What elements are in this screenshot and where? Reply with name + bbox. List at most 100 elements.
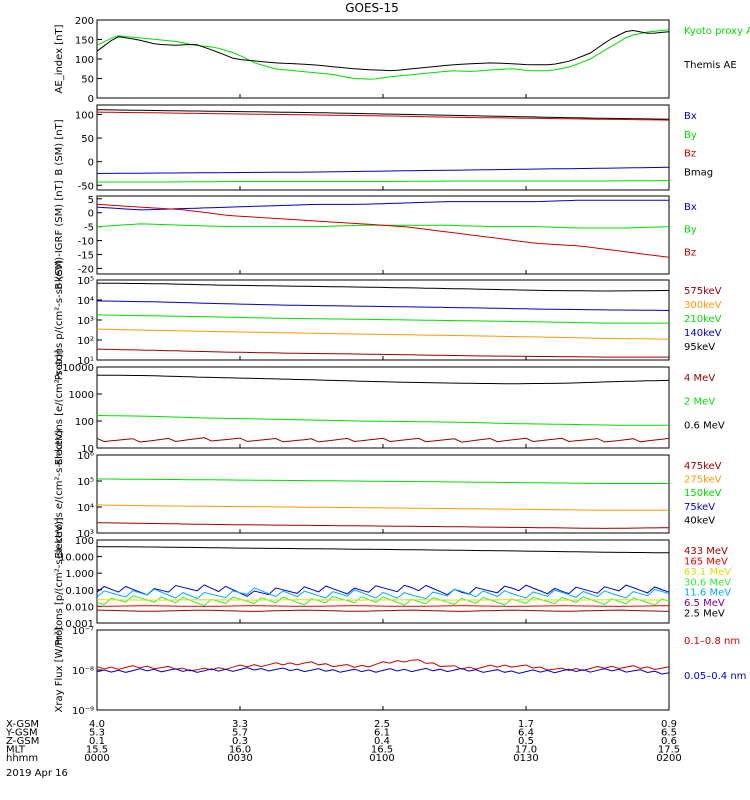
orbit-value: 0200 [656,753,681,764]
legend-entry: By [684,225,697,236]
y-tick-label: 0.001 [65,619,94,630]
orbit-value: 6.4 [518,728,534,739]
panel-frame [96,454,670,534]
legend-entry: 210keV [684,314,722,325]
orbit-value: 0.3 [232,736,248,747]
legend-entry: 140keV [684,328,722,339]
legend-entry: Bmag [684,167,713,178]
legend-entry: 11.6 MeV [684,588,731,599]
series-line-475kev [96,522,670,529]
y-axis-label: B (SM) [nT] [54,119,65,175]
y-tick-label: 10⁻⁹ [72,706,94,717]
orbit-value: 0030 [227,753,252,764]
series-line-themis-ae [96,29,670,72]
series-line-bmag [96,109,670,120]
series-line-bz [96,203,670,258]
series-line-433-mev [96,609,670,612]
orbit-date: 2019 Apr 16 [6,768,68,779]
legend-entry: 75keV [684,502,715,513]
series-line-95kev [96,282,669,292]
legend-entry: Bx [684,111,697,122]
y-tick-label: 10 [81,444,94,455]
panel-6: 10³ 10⁴ 10⁵ 10⁶ Electrons e/(cm²-s-sr-keV) 47… [54,429,722,558]
panel-4: 10¹ 10² 10³ 10⁴ 10⁵ Protons p/(cm²-s-sr-keV) 5… [54,260,722,381]
orbit-value: 3.3 [232,719,248,730]
page-title: GOES-15 [345,1,399,15]
orbit-row-label: Z-GSM [6,736,39,747]
y-tick-label: -10 [78,237,94,248]
orbit-value: 16.0 [229,745,251,756]
orbit-value: 0.1 [89,736,105,747]
panel-8: 10⁻⁹ 10⁻⁸ 10⁻⁷ Xray Flux [W/m²] 0.1–0.8 nm 0.… [54,626,746,717]
y-tick-label: 50 [81,75,94,86]
orbit-value: 0.9 [661,719,677,730]
orbit-value: 2.5 [374,719,390,730]
y-tick-label: -15 [78,251,94,262]
orbit-value: 15.5 [86,745,108,756]
series-line-by [97,180,669,183]
orbit-value: 4.0 [89,719,105,730]
orbit-value: 6.1 [374,728,390,739]
legend-entry: 63.1 MeV [684,567,731,578]
series-line-6-5-mev [96,584,670,597]
legend-entry: Bz [684,149,696,160]
y-tick-label: 10⁶ [77,451,94,462]
series-line-210kev [96,314,669,324]
legend-entry: 95keV [684,342,715,353]
y-tick-label: 10³ [77,529,94,540]
series-line-0-6-mev [96,374,670,385]
orbit-value: 0.6 [661,736,677,747]
legend-entry: By [684,130,697,141]
y-tick-label: -50 [78,181,94,192]
series-line-30-6-mev [96,595,670,607]
y-axis-label: Electrons [e/(cm²-s-sr)] [54,350,65,466]
legend-entry: Kyoto proxy AE [684,26,750,37]
series-line-bx [96,199,669,211]
legend-entry: Bx [684,202,697,213]
y-tick-label: 0.100 [65,586,94,597]
y-tick-label: 0.010 [65,602,94,613]
y-axis-label: Xray Flux [W/m²] [54,627,65,712]
y-tick-label: 0 [88,209,94,220]
legend-entry: 6.5 MeV [684,598,725,609]
y-tick-label: 10⁻⁷ [72,626,94,637]
panel-2: -50 0 50 100 B (SM) [nT] Bx By Bz Bmag [54,104,713,192]
orbit-value: 16.5 [371,745,393,756]
orbit-value: 0100 [369,753,394,764]
orbit-value: 0.4 [374,736,390,747]
legend-entry: 30.6 MeV [684,577,731,588]
y-tick-label: 100 [75,110,94,121]
series-line-2-mev [96,415,669,426]
orbit-value: 0000 [84,753,109,764]
legend-entry: 0.6 MeV [684,420,725,431]
y-axis-label: Protons p/(cm²-s-sr-keV) [54,260,65,381]
series-line-275kev [96,504,669,511]
y-axis-label: AE_index [nT] [54,24,65,93]
orbit-value: 17.0 [515,745,537,756]
panel-7: 0.001 0.010 0.100 1.000 10.000 100 Protons [p/… [54,517,731,645]
orbit-row-label: MLT [6,745,26,756]
legend-entry: 40keV [684,515,715,526]
y-axis-label: Protons [p/(cm²-s-sr-keV)] [54,517,65,645]
y-axis-label: Electrons e/(cm²-s-sr-keV) [54,429,65,558]
y-tick-label: 10⁵ [77,276,94,287]
series-line-bz [96,111,670,121]
y-tick-label: 10.000 [59,553,94,564]
legend-entry: 0.05–0.4 nm [684,671,746,682]
orbit-value: 17.5 [658,745,680,756]
y-tick-label: 10000 [62,363,94,374]
series-line-2-5-mev [96,546,670,554]
panel-1: 0 50 100 150 200 AE_index [nT] Kyoto proxy AE T… [54,16,750,105]
series-line-kyoto-proxy-ae [96,29,670,80]
y-tick-label: 0 [88,158,94,169]
legend-entry: 150keV [684,488,722,499]
legend-entry: 475keV [684,461,722,472]
legend-entry: 2.5 MeV [684,609,725,620]
series-line-by [96,223,670,229]
y-tick-label: 50 [81,134,94,145]
panel-frame [96,19,670,99]
y-tick-label: 5 [88,195,94,206]
